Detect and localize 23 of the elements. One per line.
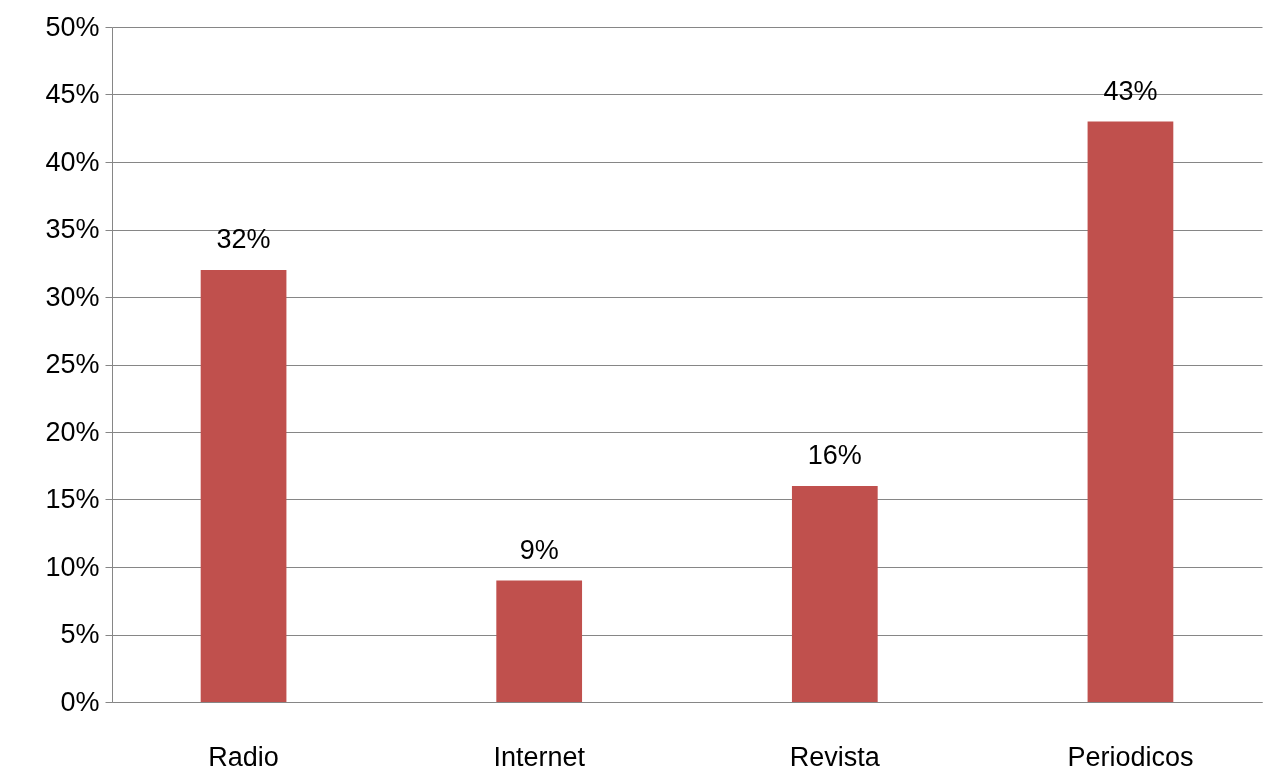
data-label: 9%	[519, 534, 559, 565]
y-tick-label: 30%	[45, 281, 100, 312]
y-tick-label: 35%	[45, 214, 100, 244]
x-tick-label: Radio	[208, 741, 279, 772]
bar	[791, 486, 878, 702]
x-tick-label: Revista	[789, 741, 881, 772]
x-tick-label: Internet	[493, 741, 586, 772]
data-label: 32%	[216, 224, 271, 254]
y-tick-label: 10%	[45, 551, 100, 582]
bar	[200, 270, 287, 702]
y-tick-label: 15%	[45, 484, 100, 514]
y-tick-label: 0%	[60, 686, 100, 717]
y-tick-label: 20%	[45, 416, 100, 447]
x-tick-label: Periodicos	[1067, 741, 1194, 772]
y-tick-label: 45%	[45, 79, 100, 109]
bar	[1087, 121, 1174, 702]
y-tick-label: 40%	[45, 146, 100, 177]
y-tick-label: 5%	[60, 619, 100, 649]
bar	[496, 580, 583, 702]
data-label: 16%	[807, 440, 862, 470]
data-label: 43%	[1103, 75, 1158, 106]
y-tick-label: 50%	[45, 11, 100, 42]
y-tick-label: 25%	[45, 349, 100, 379]
